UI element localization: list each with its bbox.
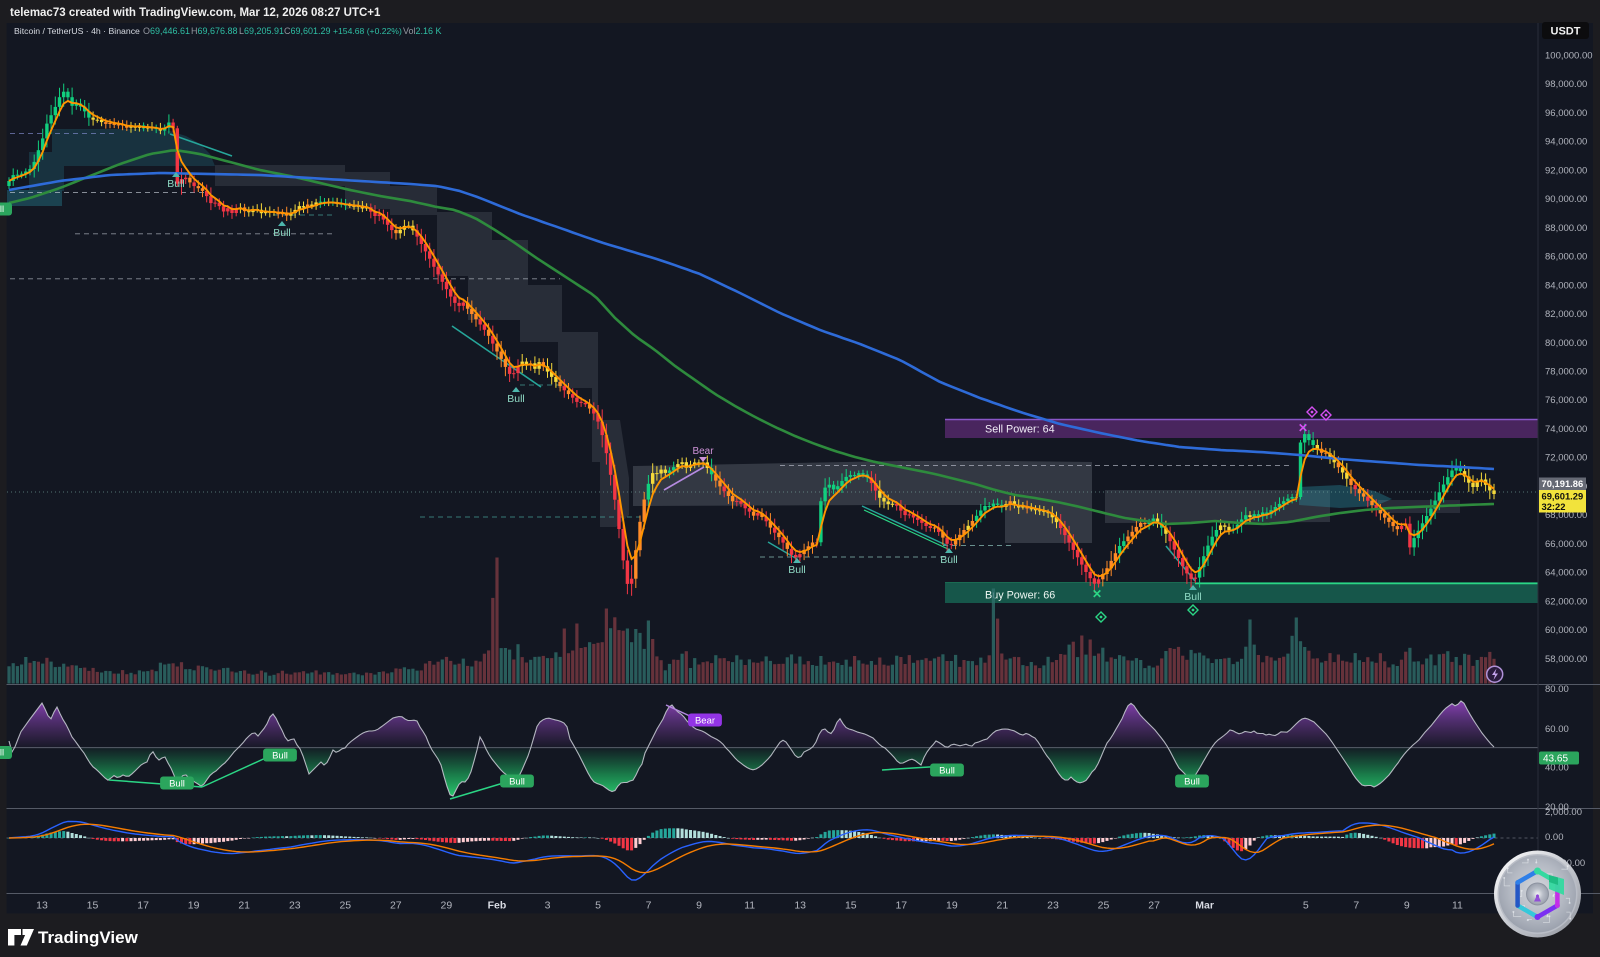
- svg-text:32:22: 32:22: [1542, 501, 1566, 512]
- svg-text:78,000.00: 78,000.00: [1545, 367, 1587, 378]
- svg-text:9: 9: [696, 900, 702, 912]
- svg-text:62,000.00: 62,000.00: [1545, 596, 1587, 607]
- svg-text:+154.68 (+0.22%): +154.68 (+0.22%): [333, 26, 402, 36]
- svg-text:64,000.00: 64,000.00: [1545, 568, 1587, 579]
- svg-text:Bull: Bull: [273, 227, 291, 239]
- svg-text:23: 23: [1047, 900, 1059, 912]
- svg-text:94,000.00: 94,000.00: [1545, 137, 1587, 148]
- svg-text:15: 15: [845, 900, 857, 912]
- svg-text:15: 15: [87, 900, 99, 912]
- svg-text:telemac73 created with Trading: telemac73 created with TradingView.com, …: [10, 7, 381, 19]
- svg-text:43.65: 43.65: [1543, 754, 1568, 765]
- svg-text:19: 19: [188, 900, 200, 912]
- svg-text:88,000.00: 88,000.00: [1545, 223, 1587, 234]
- svg-text:98,000.00: 98,000.00: [1545, 79, 1587, 90]
- svg-text:ll: ll: [0, 748, 4, 759]
- svg-text:69,601.29: 69,601.29: [1542, 491, 1584, 502]
- svg-text:58,000.00: 58,000.00: [1545, 654, 1587, 665]
- svg-text:✕: ✕: [1298, 421, 1308, 435]
- svg-text:92,000.00: 92,000.00: [1545, 165, 1587, 176]
- svg-text:25: 25: [1098, 900, 1110, 912]
- svg-text:25: 25: [339, 900, 351, 912]
- svg-text:✕: ✕: [1092, 587, 1102, 601]
- svg-text:Bull: Bull: [940, 554, 958, 566]
- svg-text:H69,676.88: H69,676.88: [191, 26, 238, 36]
- svg-text:82,000.00: 82,000.00: [1545, 309, 1587, 320]
- svg-text:72,000.00: 72,000.00: [1545, 453, 1587, 464]
- svg-text:TradingView: TradingView: [38, 928, 139, 947]
- svg-text:17: 17: [895, 900, 907, 912]
- svg-text:7: 7: [1353, 900, 1359, 912]
- svg-text:23: 23: [289, 900, 301, 912]
- svg-text:Bull: Bull: [1184, 777, 1200, 788]
- svg-text:2,000.00: 2,000.00: [1545, 807, 1582, 818]
- svg-text:Mar: Mar: [1195, 900, 1214, 912]
- svg-text:21: 21: [997, 900, 1009, 912]
- svg-text:27: 27: [390, 900, 402, 912]
- svg-text:Bull: Bull: [939, 766, 955, 777]
- svg-text:80,000.00: 80,000.00: [1545, 338, 1587, 349]
- svg-text:0.00: 0.00: [1545, 832, 1564, 843]
- svg-text:Bull: Bull: [169, 779, 185, 790]
- svg-text:74,000.00: 74,000.00: [1545, 424, 1587, 435]
- svg-text:13: 13: [794, 900, 806, 912]
- svg-text:Bull: Bull: [788, 564, 806, 576]
- svg-text:Bear: Bear: [695, 716, 715, 727]
- svg-text:20.00: 20.00: [1545, 802, 1569, 813]
- svg-text:100,000.00: 100,000.00: [1545, 51, 1593, 62]
- svg-text:21: 21: [238, 900, 250, 912]
- svg-text:90,000.00: 90,000.00: [1545, 194, 1587, 205]
- svg-text:ll: ll: [0, 204, 4, 215]
- svg-text:3: 3: [545, 900, 551, 912]
- svg-text:Bull: Bull: [167, 178, 185, 190]
- svg-text:Bear: Bear: [692, 446, 714, 457]
- svg-text:Sell Power: 64: Sell Power: 64: [985, 424, 1055, 436]
- svg-text:80.00: 80.00: [1545, 684, 1569, 695]
- svg-text:9: 9: [1404, 900, 1410, 912]
- svg-text:17: 17: [137, 900, 149, 912]
- svg-text:60.00: 60.00: [1545, 724, 1569, 735]
- svg-text:11: 11: [744, 900, 755, 912]
- svg-text:5: 5: [595, 900, 601, 912]
- svg-text:Feb: Feb: [488, 900, 507, 912]
- svg-text:5: 5: [1303, 900, 1309, 912]
- svg-text:27: 27: [1148, 900, 1160, 912]
- svg-text:13: 13: [36, 900, 48, 912]
- svg-text:66,000.00: 66,000.00: [1545, 539, 1587, 550]
- svg-text:L69,205.91: L69,205.91: [239, 26, 284, 36]
- svg-text:Bull: Bull: [509, 777, 525, 788]
- svg-text:60,000.00: 60,000.00: [1545, 625, 1587, 636]
- svg-text:Bull: Bull: [507, 393, 525, 405]
- svg-text:Bull: Bull: [1184, 591, 1202, 603]
- svg-text:86,000.00: 86,000.00: [1545, 252, 1587, 263]
- svg-text:29: 29: [441, 900, 453, 912]
- svg-text:Bitcoin / TetherUS · 4h · Bina: Bitcoin / TetherUS · 4h · Binance: [14, 26, 140, 36]
- svg-text:96,000.00: 96,000.00: [1545, 108, 1587, 119]
- svg-text:40.00: 40.00: [1545, 762, 1569, 773]
- svg-text:USDT: USDT: [1551, 26, 1581, 38]
- svg-text:Bull: Bull: [272, 751, 288, 762]
- svg-text:Vol2.16 K: Vol2.16 K: [403, 26, 442, 36]
- svg-text:70,191.86: 70,191.86: [1542, 478, 1584, 489]
- svg-text:O69,446.61: O69,446.61: [143, 26, 190, 36]
- svg-text:Buy Power: 66: Buy Power: 66: [985, 590, 1055, 602]
- svg-text:84,000.00: 84,000.00: [1545, 280, 1587, 291]
- svg-text:C69,601.29: C69,601.29: [284, 26, 331, 36]
- svg-text:11: 11: [1452, 900, 1463, 912]
- svg-text:19: 19: [946, 900, 958, 912]
- svg-text:76,000.00: 76,000.00: [1545, 395, 1587, 406]
- svg-text:68,000.00: 68,000.00: [1545, 510, 1587, 521]
- svg-text:7: 7: [646, 900, 652, 912]
